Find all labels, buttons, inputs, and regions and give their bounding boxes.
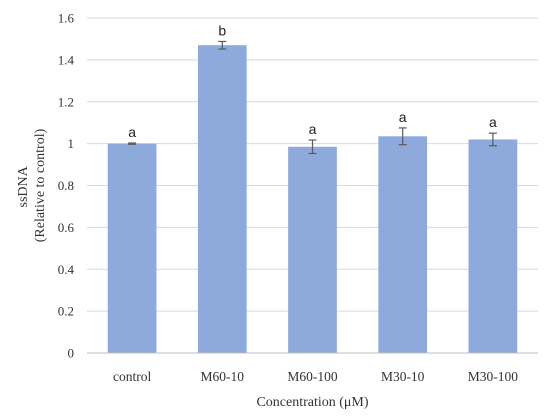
y-axis-title-line-1: ssDNA [16,165,31,207]
error-bar [488,132,497,147]
x-tick-labels: control M60-10 M60-100 M30-10 M30-100 [113,369,518,384]
bar [468,139,518,353]
y-tick-label: 0.4 [58,262,75,277]
error-bars [128,40,497,155]
error-bar [218,40,227,50]
x-tick-label: M30-10 [381,369,425,384]
significance-label: a [309,121,317,137]
significance-label: a [128,124,136,140]
error-bar [128,142,137,145]
y-tick-labels: 0 0.2 0.4 0.6 0.8 1 1.2 1.4 1.6 [58,11,75,361]
x-tick-label: M30-100 [468,369,518,384]
x-axis-title: Concentration (μM) [256,395,368,410]
y-tick-label: 1.6 [58,11,75,26]
y-axis-title: ssDNA (Relative to control) [16,128,48,242]
y-tick-label: 0.2 [58,304,74,319]
significance-label: a [489,114,497,130]
significance-label: a [399,109,407,125]
bars [107,45,518,353]
error-bar [308,139,317,155]
y-tick-label: 0 [68,346,75,361]
bar [378,136,428,353]
y-tick-label: 0.8 [58,178,74,193]
significance-labels: a b a a a [128,22,497,140]
y-tick-label: 1.2 [58,94,74,109]
y-tick-label: 1.4 [58,52,75,67]
error-bar [398,127,407,146]
y-axis-title-line-2: (Relative to control) [33,128,48,242]
x-tick-label: M60-100 [287,369,337,384]
y-tick-label: 0.6 [58,220,75,235]
bar [288,146,337,353]
x-tick-label: M60-10 [201,369,245,384]
x-tick-label: control [113,369,151,384]
bar [107,143,157,353]
bar [197,45,247,353]
y-tick-label: 1 [68,136,75,151]
significance-label: b [218,22,226,38]
